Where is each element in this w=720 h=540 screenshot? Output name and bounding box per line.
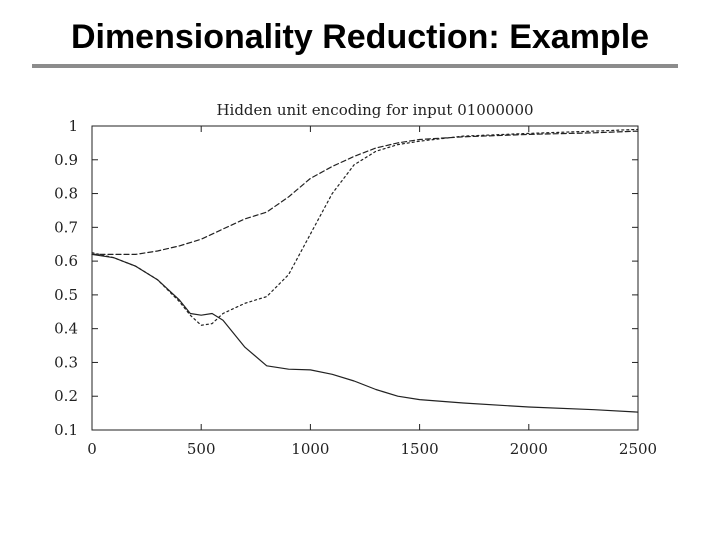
x-tick-label: 2500 [619, 440, 657, 458]
y-tick-label: 1 [68, 117, 78, 135]
y-tick-label: 0.6 [54, 252, 78, 270]
axis-ticks: 0.1 0.2 0.3 0.4 0.5 0.6 0.7 0.8 0.9 1 0 500 1000 1500… [54, 117, 657, 458]
x-tick-label: 0 [87, 440, 97, 458]
series-line-1 [91, 130, 639, 255]
y-tick-label: 0.1 [54, 421, 78, 439]
series-line-3 [91, 253, 639, 413]
x-tick-label: 1500 [401, 440, 439, 458]
series-layer [91, 128, 639, 413]
x-tick-label: 1000 [291, 440, 329, 458]
x-tick-label: 500 [187, 440, 216, 458]
y-tick-label: 0.4 [54, 320, 78, 338]
x-tick-label: 2000 [510, 440, 548, 458]
title-divider [32, 64, 678, 68]
slide-title: Dimensionality Reduction: Example [70, 18, 650, 56]
y-tick-label: 0.3 [54, 353, 78, 371]
y-tick-label: 0.9 [54, 151, 78, 169]
y-tick-label: 0.7 [54, 218, 78, 236]
y-tick-label: 0.5 [54, 286, 78, 304]
series-line-2 [91, 128, 639, 326]
y-tick-label: 0.2 [54, 387, 78, 405]
plot-frame [91, 125, 639, 431]
y-tick-label: 0.8 [54, 185, 78, 203]
chart-title: Hidden unit encoding for input 01000000 [216, 101, 533, 119]
